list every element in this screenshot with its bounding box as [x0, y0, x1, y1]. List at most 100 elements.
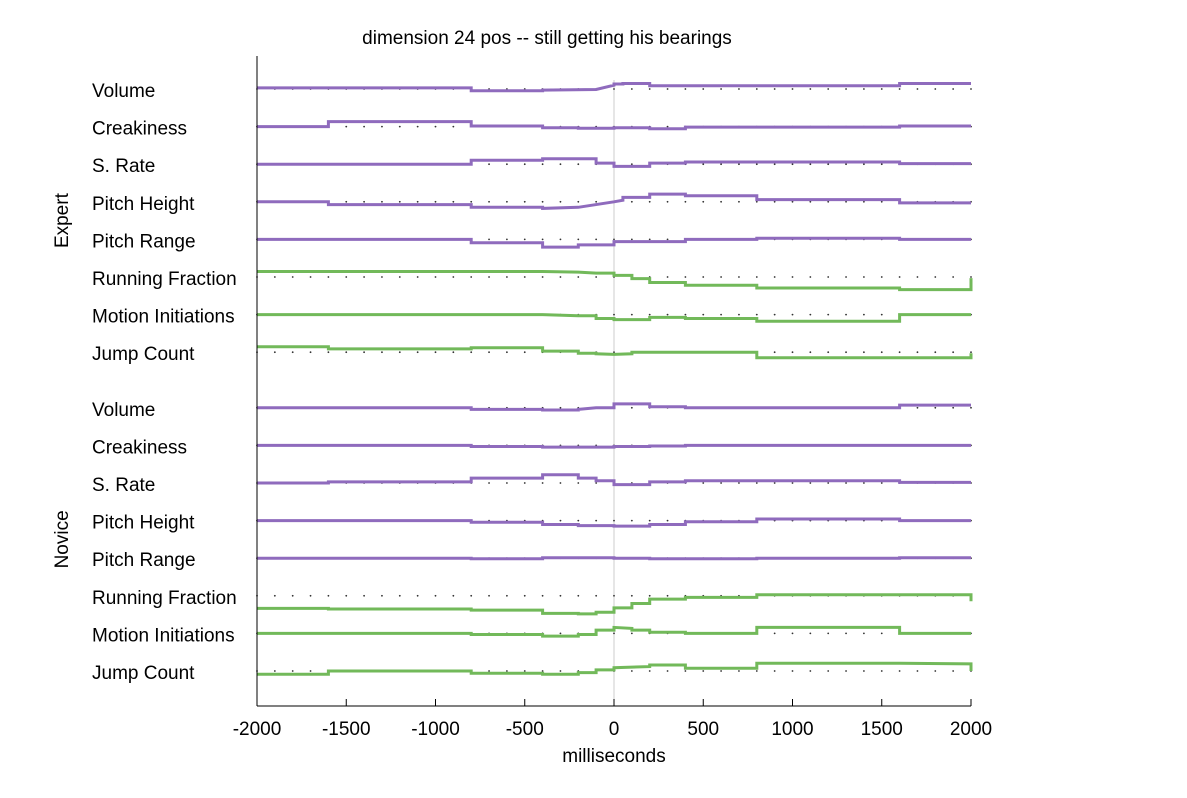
baseline-dot	[720, 313, 722, 316]
baseline-dot	[738, 200, 740, 203]
row-label: Jump Count	[92, 663, 195, 684]
baseline-dot	[809, 313, 812, 316]
baseline-dot	[416, 276, 419, 278]
baseline-dot	[648, 313, 651, 316]
baseline-dot	[506, 351, 508, 354]
baseline-dot	[827, 200, 830, 203]
baseline-dot	[488, 276, 490, 278]
chart-title: dimension 24 pos -- still getting his be…	[362, 28, 732, 49]
baseline-dot	[880, 313, 883, 316]
baseline-dot	[488, 670, 490, 672]
baseline-dot	[648, 594, 651, 597]
baseline-dot	[488, 351, 490, 354]
baseline-dot	[363, 276, 365, 278]
baseline-dot	[327, 276, 330, 278]
baseline-dot	[345, 276, 348, 278]
series-line-expert-jump-count	[257, 345, 973, 360]
baseline-dot	[363, 351, 365, 354]
baseline-dot	[345, 125, 348, 128]
baseline-dot	[773, 200, 776, 203]
baseline-dot	[773, 632, 776, 635]
baseline-dot	[702, 163, 705, 166]
baseline-dot	[791, 200, 794, 203]
x-tick-label: -500	[506, 719, 544, 740]
baseline-dot	[666, 88, 669, 90]
baseline-dot	[523, 276, 526, 278]
baseline-dot	[577, 238, 580, 241]
baseline-dot	[702, 482, 705, 484]
baseline-dot	[845, 351, 847, 354]
baseline-dot	[827, 276, 830, 278]
baseline-dot	[666, 670, 669, 672]
baseline-dot	[898, 351, 901, 354]
baseline-dot	[613, 238, 615, 241]
baseline-dot	[702, 276, 705, 278]
baseline-dot	[738, 276, 740, 278]
baseline-dot	[398, 594, 401, 597]
baseline-dot	[577, 163, 580, 166]
baseline-dot	[345, 351, 348, 354]
baseline-dot	[863, 670, 865, 672]
baseline-dot	[541, 594, 544, 597]
baseline-dot	[363, 125, 365, 128]
row-label: Jump Count	[92, 344, 195, 365]
baseline-dot	[898, 670, 901, 672]
baseline-dot	[702, 670, 705, 672]
baseline-dot	[738, 670, 740, 672]
baseline-dot	[648, 238, 651, 241]
x-tick-label: 1500	[861, 719, 903, 740]
baseline-dot	[702, 88, 705, 90]
baseline-dot	[702, 200, 705, 203]
baseline-dot	[773, 313, 776, 316]
baseline-dot	[809, 200, 812, 203]
baseline-dot	[381, 276, 383, 278]
baseline-dot	[434, 276, 437, 278]
baseline-dot	[470, 200, 473, 203]
baseline-dot	[523, 351, 526, 354]
x-tick-label: 500	[687, 719, 719, 740]
baseline-dot	[630, 519, 633, 522]
baseline-dot	[291, 276, 294, 278]
baseline-dot	[738, 482, 740, 484]
row-label: Pitch Range	[92, 231, 196, 252]
baseline-dot	[630, 406, 633, 409]
baseline-dot	[880, 670, 883, 672]
baseline-dot	[738, 88, 740, 90]
baseline-dot	[630, 88, 633, 90]
baseline-dot	[488, 594, 490, 597]
baseline-dot	[434, 351, 437, 354]
baseline-dot	[952, 276, 955, 278]
baseline-dot	[595, 519, 598, 522]
baseline-dot	[291, 670, 294, 672]
baseline-dot	[809, 351, 812, 354]
baseline-dot	[398, 351, 401, 354]
baseline-dot	[934, 406, 937, 409]
baseline-dot	[613, 313, 615, 316]
baseline-dot	[648, 519, 651, 522]
baseline-dot	[773, 482, 776, 484]
baseline-dot	[827, 163, 830, 166]
baseline-dot	[720, 88, 722, 90]
baseline-dot	[648, 200, 651, 203]
series-line-expert-running-fraction	[257, 270, 973, 292]
baseline-dot	[363, 594, 365, 597]
baseline-dot	[541, 200, 544, 203]
row-label: Motion Initiations	[92, 625, 235, 646]
baseline-dot	[863, 200, 865, 203]
baseline-dot	[755, 163, 758, 166]
baseline-dot	[327, 351, 330, 354]
baseline-dot	[452, 125, 455, 128]
baseline-dot	[523, 594, 526, 597]
baseline-dot	[666, 276, 669, 278]
baseline-dot	[773, 670, 776, 672]
baseline-dot	[506, 276, 508, 278]
baseline-dot	[755, 200, 758, 203]
baseline-dot	[666, 594, 669, 597]
baseline-dot	[863, 313, 865, 316]
baseline-dot	[630, 238, 633, 241]
baseline-dot	[916, 670, 919, 672]
baseline-dot	[470, 276, 473, 278]
baseline-dot	[970, 276, 972, 278]
baseline-dot	[345, 200, 348, 203]
baseline-dot	[363, 200, 365, 203]
